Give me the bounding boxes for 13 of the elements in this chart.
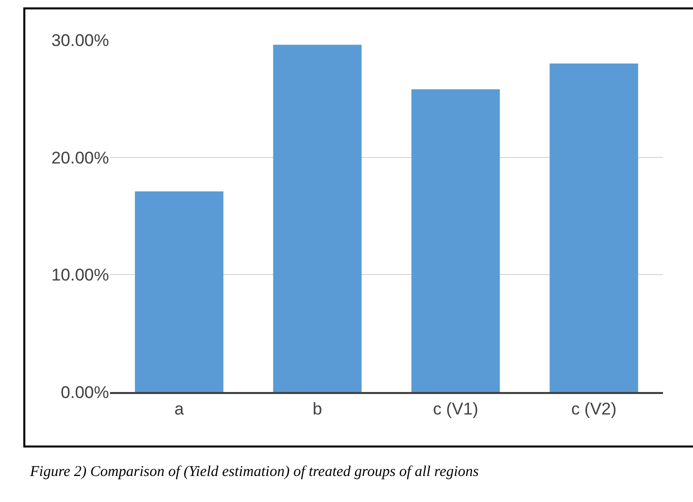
- x-tick-label: a: [174, 399, 184, 418]
- bar: [134, 191, 224, 392]
- bar: [411, 89, 500, 392]
- y-tick-label: 10.00%: [51, 266, 109, 285]
- bar: [550, 63, 638, 392]
- x-tick-label: b: [312, 399, 322, 418]
- y-tick-label: 20.00%: [51, 148, 109, 168]
- x-tick-label: c (V1): [432, 399, 478, 418]
- x-tick-label: c (V2): [571, 399, 617, 418]
- y-tick-label: 0.00%: [60, 382, 109, 402]
- y-tick-label: 30.00%: [51, 30, 109, 50]
- bar: [273, 44, 362, 392]
- caption: Figure 2) Comparison of (Yield estimation) of treated groups of all regions: [29, 464, 479, 480]
